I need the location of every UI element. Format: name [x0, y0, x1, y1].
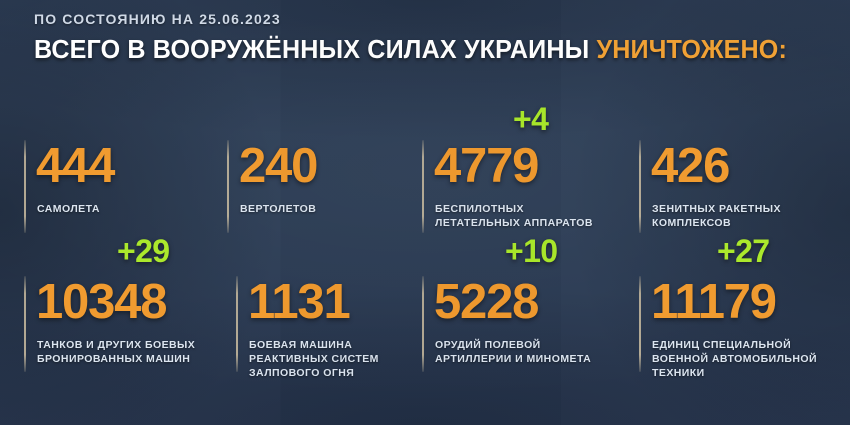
- stat-caption: ЕДИНИЦ СПЕЦИАЛЬНОЙ ВОЕННОЙ АВТОМОБИЛЬНОЙ…: [652, 339, 818, 379]
- cell-divider: [422, 276, 424, 372]
- stat-caption: ТАНКОВ И ДРУГИХ БОЕВЫХ БРОНИРОВАННЫХ МАШ…: [37, 339, 196, 365]
- delta-badge: +10: [505, 233, 558, 269]
- cell-divider: [24, 140, 26, 233]
- page-title-main: ВСЕГО В ВООРУЖЁННЫХ СИЛАХ УКРАИНЫ: [34, 35, 597, 64]
- as-of-date-line: ПО СОСТОЯНИЮ НА 25.06.2023: [34, 11, 281, 27]
- stat-value: 426: [651, 139, 730, 193]
- delta-badge: +4: [513, 101, 549, 137]
- stat-value: 5228: [434, 275, 539, 329]
- stat-caption: ВЕРТОЛЕТОВ: [240, 203, 317, 215]
- stat-caption: БЕСПИЛОТНЫХ ЛЕТАТЕЛЬНЫХ АППАРАТОВ: [435, 203, 593, 229]
- stat-value: 240: [239, 139, 318, 193]
- stat-caption: БОЕВАЯ МАШИНА РЕАКТИВНЫХ СИСТЕМ ЗАЛПОВОГ…: [249, 339, 379, 379]
- cell-divider: [24, 276, 26, 372]
- header: ПО СОСТОЯНИЮ НА 25.06.2023 ВСЕГО В ВООРУ…: [34, 10, 850, 64]
- stats-row: +29 10348 ТАНКОВ И ДРУГИХ БОЕВЫХ БРОНИРО…: [0, 233, 850, 379]
- stat-caption: ЗЕНИТНЫХ РАКЕТНЫХ КОМПЛЕКСОВ: [652, 203, 781, 229]
- cell-divider: [422, 140, 424, 233]
- cell-divider: [227, 140, 229, 233]
- stat-caption: САМОЛЕТА: [37, 203, 100, 215]
- page-title: ВСЕГО В ВООРУЖЁННЫХ СИЛАХ УКРАИНЫ УНИЧТО…: [34, 36, 838, 65]
- stats-grid: 444 САМОЛЕТА 240 ВЕРТОЛЕТОВ +4 4779 БЕСП…: [0, 101, 850, 379]
- cell-divider: [639, 140, 641, 233]
- cell-divider: [639, 276, 641, 372]
- stat-value: 4779: [434, 139, 539, 193]
- stat-value: 10348: [36, 275, 167, 329]
- stat-value: 11179: [651, 275, 777, 329]
- delta-badge: +27: [717, 233, 770, 269]
- delta-badge: +29: [117, 233, 170, 269]
- stats-row: 444 САМОЛЕТА 240 ВЕРТОЛЕТОВ +4 4779 БЕСП…: [0, 101, 850, 236]
- cell-divider: [236, 276, 238, 372]
- stat-value: 1131: [248, 275, 351, 329]
- page-title-accent: УНИЧТОЖЕНО:: [596, 35, 787, 64]
- stat-caption: ОРУДИЙ ПОЛЕВОЙ АРТИЛЛЕРИИ И МИНОМЕТА: [435, 339, 592, 365]
- stat-value: 444: [36, 139, 115, 193]
